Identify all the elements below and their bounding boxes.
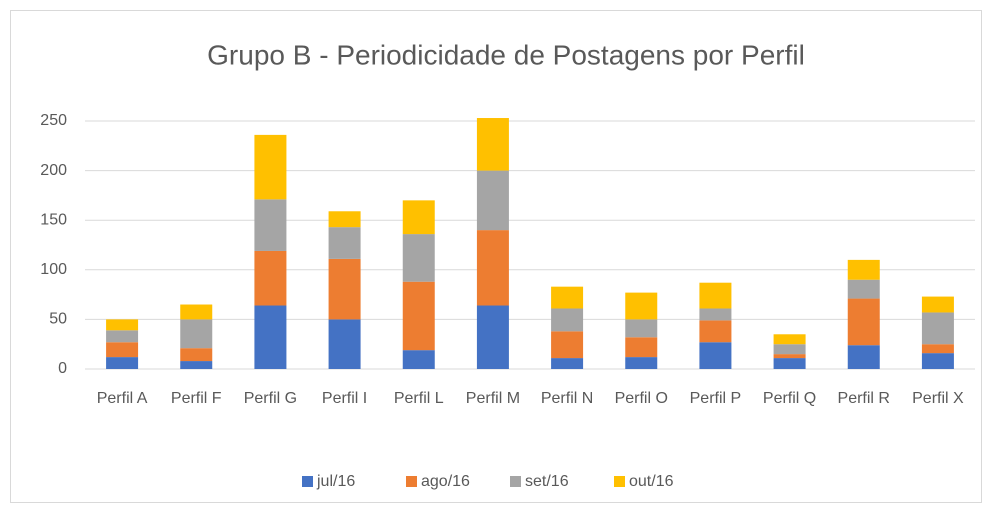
x-tick-label: Perfil X [912,390,964,407]
bar-segment [254,305,287,369]
bar-segment [254,199,287,251]
legend-label: jul/16 [316,473,355,490]
bar-segment [773,334,806,345]
y-tick-label: 0 [58,360,67,377]
x-tick-label: Perfil A [97,390,148,407]
bar-segment [106,319,139,331]
bar-segment [699,320,732,343]
bar-segment [328,258,361,320]
legend-swatch [614,476,625,487]
bar-segment [625,357,658,369]
x-tick-label: Perfil P [690,390,742,407]
bar-segment [773,354,806,359]
bar-segment [180,348,213,362]
bar-segment [699,342,732,369]
x-tick-label: Perfil N [541,390,593,407]
bar-segment [106,357,139,369]
bar-segment [476,230,509,306]
legend-label: out/16 [629,473,674,490]
bar-segment [551,358,584,369]
bar-segment [551,331,584,359]
bar-segment [625,319,658,338]
bar-segment [402,350,435,369]
bar-segment [551,308,584,332]
bar-segment [921,312,954,345]
bar-segment [773,358,806,369]
bar-segment [699,282,732,309]
bar-segment [106,330,139,343]
bar-segment [847,259,880,280]
bar-segment [476,305,509,369]
x-tick-label: Perfil O [615,390,668,407]
y-tick-label: 200 [40,162,67,179]
bar-segment [402,281,435,351]
bar-segment [773,344,806,355]
bar-segment [180,319,213,349]
legend-label: set/16 [525,473,569,490]
legend-swatch [302,476,313,487]
legend-swatch [406,476,417,487]
x-tick-label: Perfil L [394,390,444,407]
bar-segment [254,134,287,200]
x-tick-label: Perfil Q [763,390,816,407]
bar-segment [328,211,361,228]
bar-segment [254,250,287,306]
y-tick-label: 250 [40,112,67,129]
bar-segment [847,298,880,346]
bar-segment [106,342,139,358]
bar-segment [625,337,658,358]
chart-title: Grupo B - Periodicidade de Postagens por… [207,39,805,70]
bar-segment [551,286,584,309]
bar-segment [476,170,509,231]
bar-segment [328,227,361,259]
legend-label: ago/16 [421,473,470,490]
x-tick-label: Perfil M [466,390,520,407]
bar-segment [625,292,658,320]
bar-segment [402,200,435,235]
bar-segment [476,118,509,171]
x-tick-label: Perfil R [838,390,890,407]
bar-segment [180,304,213,320]
bar-segment [847,345,880,369]
x-tick-label: Perfil F [171,390,222,407]
x-tick-label: Perfil G [244,390,297,407]
y-tick-label: 50 [49,311,67,328]
bar-segment [921,344,954,354]
bar-segment [921,296,954,313]
y-tick-label: 100 [40,261,67,278]
bar-segment [921,353,954,369]
bar-segment [180,361,213,369]
bar-segment [699,308,732,321]
legend-swatch [510,476,521,487]
bar-segment [328,319,361,369]
y-tick-label: 150 [40,211,67,228]
bar-segment [402,234,435,282]
x-tick-label: Perfil I [322,390,367,407]
bar-segment [847,279,880,299]
